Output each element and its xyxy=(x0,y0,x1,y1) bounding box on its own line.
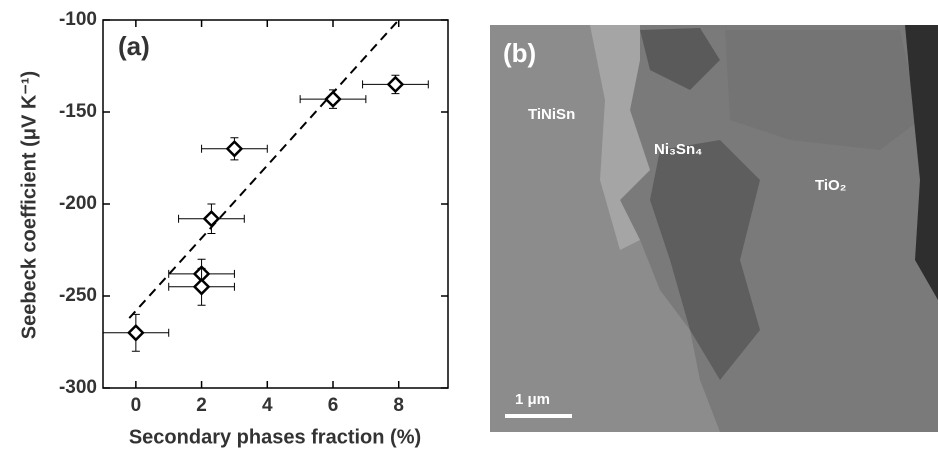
sem-image: (b) TiNiSn Ni₃Sn₄ TiO₂ 1 μm xyxy=(490,25,938,432)
y-axis-label: Seebeck coefficient (μV K⁻¹) xyxy=(18,71,40,339)
x-tick-label: 2 xyxy=(196,395,207,416)
sem-pore xyxy=(905,25,938,300)
data-point xyxy=(127,324,145,342)
data-point xyxy=(192,278,211,296)
y-tick-label: -300 xyxy=(59,377,97,398)
data-point xyxy=(225,140,244,158)
phase-label: TiNiSn xyxy=(528,106,575,123)
x-tick-label: 8 xyxy=(393,395,404,416)
data-point xyxy=(386,75,405,94)
x-axis-label: Secondary phases fraction (%) xyxy=(129,426,421,448)
data-point xyxy=(202,209,221,228)
x-tick-label: 0 xyxy=(131,395,142,416)
scale-bar-label: 1 μm xyxy=(515,391,550,408)
y-tick-label: -250 xyxy=(59,285,97,306)
sem-light-phase xyxy=(590,25,650,250)
y-tick-label: -100 xyxy=(59,9,97,30)
sem-dark-phase xyxy=(650,140,760,380)
phase-label: Ni₃Sn₄ xyxy=(654,141,702,158)
y-tick-label: -150 xyxy=(59,101,97,122)
phase-label: TiO₂ xyxy=(815,177,846,194)
panel-label: (b) xyxy=(503,38,536,68)
x-tick-label: 6 xyxy=(328,395,339,416)
y-tick-label: -200 xyxy=(59,193,97,214)
x-tick-label: 4 xyxy=(262,395,273,416)
sem-dark-phase xyxy=(640,28,720,90)
sem-grain xyxy=(725,30,920,150)
data-point xyxy=(324,90,342,108)
panel-label: (a) xyxy=(118,31,150,61)
trend-line xyxy=(128,19,400,319)
